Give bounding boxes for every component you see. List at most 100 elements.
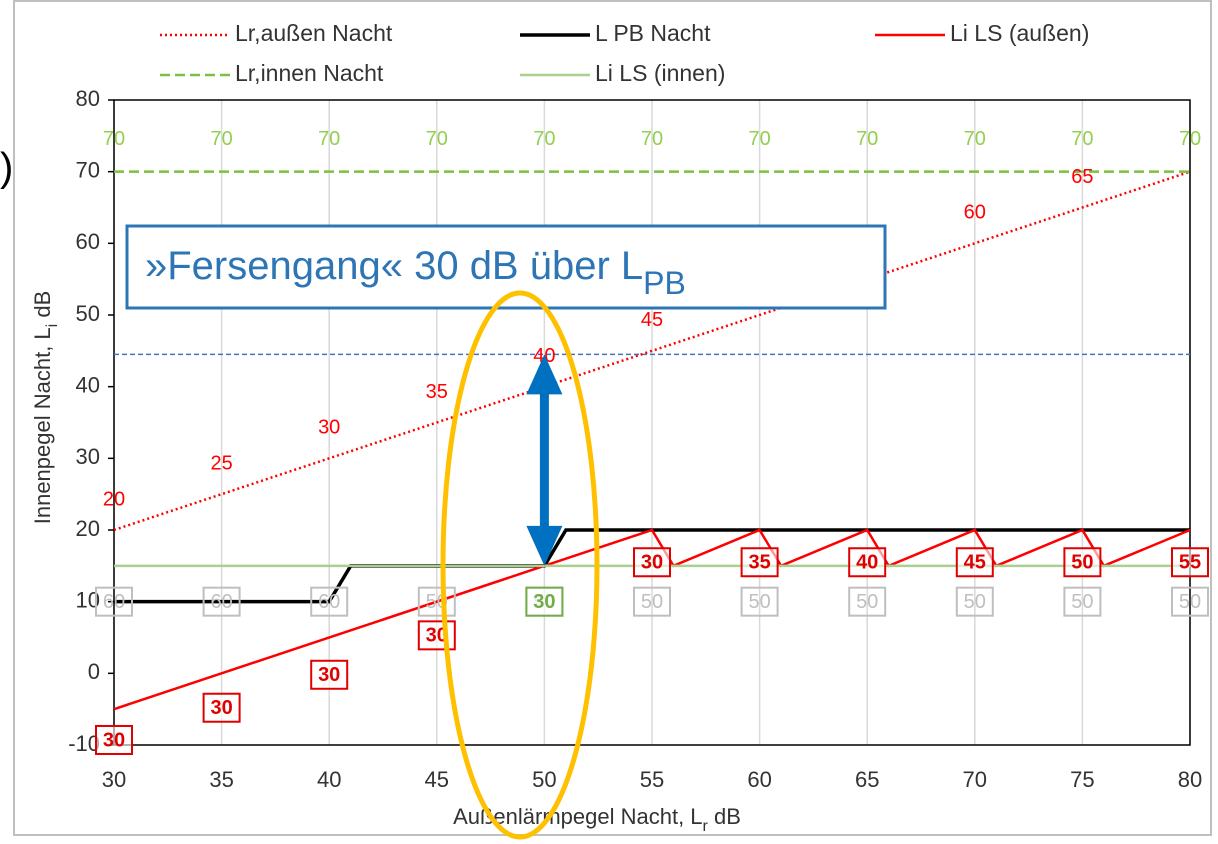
box-label-frame [310, 659, 349, 690]
x-tick-label: 80 [1178, 767, 1202, 792]
y-tick-label: 30 [76, 444, 100, 469]
data-label: 25 [210, 452, 232, 474]
highlight-ellipse [440, 290, 600, 840]
box-label: 30 [641, 552, 663, 574]
y-tick-label: 40 [76, 372, 100, 397]
box-label: 30 [210, 697, 232, 719]
box-label-frame [95, 724, 133, 755]
box-label: 50 [964, 591, 986, 613]
box-label: 30 [103, 729, 125, 751]
box-label-frame [955, 547, 994, 578]
data-label: 35 [426, 381, 448, 403]
x-tick-label: 70 [963, 767, 987, 792]
x-tick-label: 60 [747, 767, 771, 792]
data-label: 70 [210, 128, 232, 150]
y-tick-label: 0 [88, 659, 100, 684]
y-tick-label: -10 [68, 731, 100, 756]
data-label: 70 [641, 128, 663, 150]
data-label: 70 [856, 128, 878, 150]
box-label-frame [1171, 586, 1209, 617]
plot-area [113, 99, 1191, 746]
callout-text: »Fersengang« 30 dB über LPB [145, 244, 686, 302]
legend-label: Li LS (außen) [950, 20, 1089, 46]
box-label-frame [633, 547, 671, 578]
box-label: 30 [318, 664, 340, 686]
data-label: 30 [318, 417, 340, 439]
arrow-head [526, 354, 563, 395]
series-line [113, 170, 1191, 532]
box-label: 55 [1179, 552, 1201, 574]
box-label-frame [525, 586, 564, 617]
arrow-head [526, 525, 563, 566]
data-label: 70 [964, 128, 986, 150]
callout-box [125, 224, 887, 310]
legend-label: L PB Nacht [595, 20, 711, 46]
box-label: 50 [1071, 552, 1093, 574]
y-tick-label: 80 [76, 86, 100, 111]
axis-title-text: dB [708, 804, 741, 829]
y-tick-label: 70 [76, 157, 100, 182]
box-label: 60 [210, 591, 232, 613]
x-tick-label: 55 [640, 767, 664, 792]
box-label-frame [202, 692, 241, 723]
box-label: 60 [103, 591, 125, 613]
chart-frame [13, 0, 1212, 836]
box-label: 35 [748, 552, 770, 574]
x-tick-label: 35 [209, 767, 233, 792]
box-label: 40 [856, 552, 878, 574]
axis-title-sub: i [44, 324, 61, 328]
y-tick-label: 60 [76, 229, 100, 254]
box-label: 30 [533, 591, 555, 613]
data-label: 70 [748, 128, 770, 150]
box-label: 50 [641, 591, 663, 613]
y_label-title: Innenpegel Nacht, Li dB [30, 291, 61, 525]
x-tick-label: 45 [425, 767, 449, 792]
edge-text: ) [0, 146, 13, 190]
y-tick-label: 20 [76, 516, 100, 541]
callout-sub: PB [643, 265, 686, 301]
box-label-frame [633, 586, 671, 617]
box-label-frame [955, 586, 994, 617]
box-label-frame [310, 586, 349, 617]
axis-title-text: dB [30, 291, 55, 324]
callout-main: »Fersengang« 30 dB über L [145, 244, 643, 288]
data-label: 70 [103, 128, 125, 150]
data-label: 70 [318, 128, 340, 150]
box-label: 45 [964, 552, 986, 574]
x-tick-label: 30 [102, 767, 126, 792]
data-label: 70 [1179, 128, 1201, 150]
box-label: 50 [856, 591, 878, 613]
box-label: 60 [318, 591, 340, 613]
axis-title-text: Innenpegel Nacht, L [30, 327, 55, 524]
legend-label: Lr,außen Nacht [235, 20, 393, 46]
legend-label: Li LS (innen) [595, 60, 725, 86]
x-tick-label: 75 [1070, 767, 1094, 792]
box-label-frame [1171, 547, 1209, 578]
box-label-frame [740, 586, 779, 617]
box-label-frame [417, 586, 456, 617]
box-label-frame [848, 586, 887, 617]
box-label-frame [95, 586, 133, 617]
data-label: 70 [426, 128, 448, 150]
box-label-frame [740, 547, 779, 578]
y-tick-label: 50 [76, 301, 100, 326]
axis-title-sub: r [703, 818, 709, 835]
data-label: 45 [641, 309, 663, 331]
data-label: 70 [1071, 128, 1093, 150]
data-label: 20 [103, 488, 125, 510]
box-label: 50 [1071, 591, 1093, 613]
x-tick-label: 40 [317, 767, 341, 792]
x-tick-label: 65 [855, 767, 879, 792]
box-label-frame [1063, 547, 1102, 578]
data-label: 65 [1071, 166, 1093, 188]
data-label: 70 [533, 128, 555, 150]
box-label-frame [202, 586, 241, 617]
box-label-frame [848, 547, 887, 578]
box-label-frame [1063, 586, 1102, 617]
box-label: 30 [426, 625, 448, 647]
data-label: 60 [964, 202, 986, 224]
box-label: 50 [1179, 591, 1201, 613]
legend-label: Lr,innen Nacht [235, 60, 384, 86]
x-tick-label: 50 [532, 767, 556, 792]
